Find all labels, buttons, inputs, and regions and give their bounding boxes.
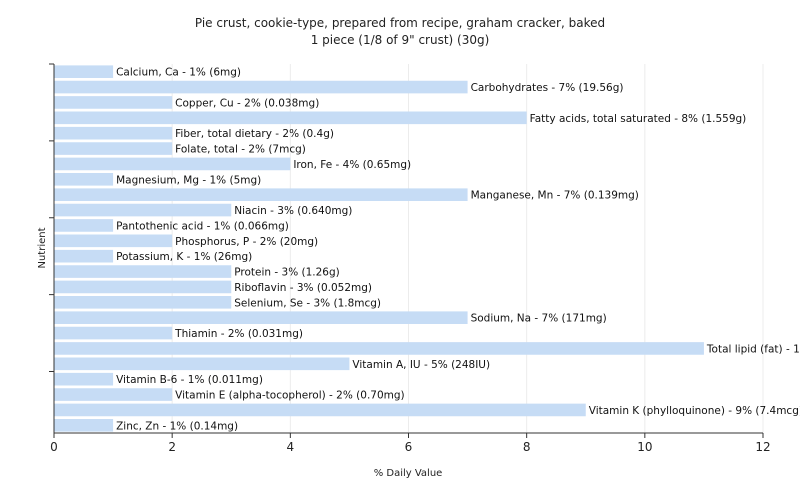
bar-label-18: Total lipid (fat) - 11% (7.47g)	[706, 343, 800, 355]
bar-label-16: Sodium, Na - 7% (171mg)	[471, 313, 607, 325]
bar-label-17: Thiamin - 2% (0.031mg)	[174, 328, 303, 340]
bar-7	[54, 173, 114, 186]
bar-14	[54, 280, 232, 294]
bar-5	[54, 142, 173, 155]
x-tick-label-2: 4	[287, 440, 295, 454]
x-tick-label-0: 0	[50, 440, 58, 454]
bar-label-3: Fatty acids, total saturated - 8% (1.559…	[530, 113, 747, 125]
bars: Calcium, Ca - 1% (6mg) Carbohydrates - 7%…	[54, 65, 800, 432]
bar-label-14: Riboflavin - 3% (0.052mg)	[234, 282, 372, 294]
chart-subtitle: 1 piece (1/8 of 9" crust) (30g)	[311, 33, 490, 47]
x-tick-label-3: 6	[405, 440, 413, 454]
bar-9	[54, 203, 232, 217]
bar-23	[54, 419, 114, 432]
bar-label-23: Zinc, Zn - 1% (0.14mg)	[116, 420, 238, 432]
bar-0	[54, 65, 114, 78]
axes: 0 2 4 6 8 10 12	[49, 63, 771, 454]
bar-label-19: Vitamin A, IU - 5% (248IU)	[352, 359, 490, 371]
bar-19	[54, 357, 350, 371]
bar-15	[54, 296, 232, 309]
bar-label-20: Vitamin B-6 - 1% (0.011mg)	[116, 374, 263, 386]
grid-lines	[53, 64, 764, 433]
bar-label-22: Vitamin K (phylloquinone) - 9% (7.4mcg)	[589, 405, 800, 417]
x-tick-label-6: 12	[755, 440, 770, 454]
bar-label-8: Manganese, Mn - 7% (0.139mg)	[471, 190, 639, 202]
bar-label-11: Phosphorus, P - 2% (20mg)	[175, 236, 318, 248]
bar-label-1: Carbohydrates - 7% (19.56g)	[471, 82, 624, 94]
bar-17	[54, 326, 173, 340]
bar-12	[54, 249, 114, 263]
bar-label-6: Iron, Fe - 4% (0.65mg)	[293, 159, 411, 171]
bar-label-7: Magnesium, Mg - 1% (5mg)	[116, 174, 261, 186]
bar-label-4: Fiber, total dietary - 2% (0.4g)	[175, 128, 334, 140]
bar-label-0: Calcium, Ca - 1% (6mg)	[116, 67, 241, 79]
bar-21	[54, 388, 173, 401]
bar-label-15: Selenium, Se - 3% (1.8mcg)	[234, 297, 381, 309]
x-tick-label-5: 10	[637, 440, 652, 454]
bar-18	[54, 342, 704, 355]
bar-6	[54, 157, 291, 171]
x-axis-label: % Daily Value	[374, 468, 443, 479]
bar-label-13: Protein - 3% (1.26g)	[234, 267, 340, 279]
bar-label-5: Folate, total - 2% (7mcg)	[175, 144, 306, 156]
bar-label-12: Potassium, K - 1% (26mg)	[116, 251, 252, 263]
bar-22	[54, 403, 586, 417]
bar-8	[54, 188, 468, 201]
bar-2	[54, 96, 173, 109]
bar-20	[54, 372, 114, 386]
bar-label-2: Copper, Cu - 2% (0.038mg)	[175, 97, 319, 109]
bar-13	[54, 265, 232, 278]
x-tick-label-4: 8	[523, 440, 531, 454]
bar-3	[54, 111, 527, 125]
y-axis-label: Nutrient	[37, 227, 48, 268]
x-tick-label-1: 2	[168, 440, 176, 454]
bar-4	[54, 126, 173, 140]
bar-16	[54, 311, 468, 324]
bar-10	[54, 219, 114, 232]
bar-label-21: Vitamin E (alpha-tocopherol) - 2% (0.70m…	[175, 390, 405, 402]
bar-1	[54, 80, 468, 94]
bar-label-9: Niacin - 3% (0.640mg)	[234, 205, 352, 217]
chart-title: Pie crust, cookie-type, prepared from re…	[195, 16, 605, 30]
bar-label-10: Pantothenic acid - 1% (0.066mg)	[116, 220, 289, 232]
bar-11	[54, 234, 173, 248]
